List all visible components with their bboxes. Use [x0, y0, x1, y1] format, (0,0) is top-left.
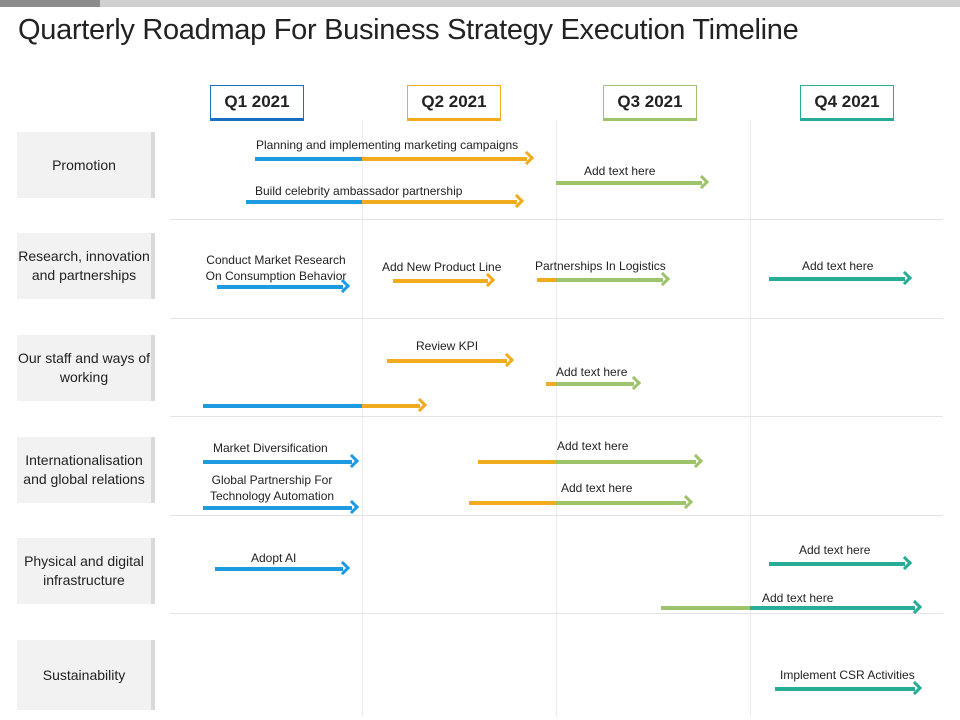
row-divider [170, 318, 943, 319]
row-label-research: Research, innovation and partnerships [17, 233, 155, 299]
arrow-head-icon [481, 272, 496, 288]
row-divider [170, 515, 943, 516]
row-label-internationalisation: Internationalisation and global relation… [17, 437, 155, 503]
task-bar [556, 174, 709, 190]
task-label: Adopt AI [251, 551, 297, 565]
row-label-infrastructure: Physical and digital infrastructure [17, 538, 155, 604]
arrow-head-icon [345, 499, 360, 515]
arrow-head-icon [898, 270, 913, 286]
task-label: Planning and implementing marketing camp… [256, 138, 519, 152]
task-bar [387, 352, 515, 368]
task-label: Add New Product Line [382, 260, 502, 274]
row-label-staff: Our staff and ways of working [17, 335, 155, 401]
task-label: Global Partnership For Technology Automa… [209, 473, 335, 503]
task-label: Add text here [557, 439, 629, 453]
bar-segment [202, 404, 362, 408]
task-bar [393, 272, 496, 288]
row-divider [170, 416, 943, 417]
bar-segment [775, 687, 915, 691]
bar-segment [393, 279, 489, 283]
arrow-head-icon [500, 352, 515, 368]
task-bar [202, 453, 360, 469]
task-bar [255, 150, 534, 166]
bar-segment [361, 157, 527, 161]
task-bar [216, 278, 350, 294]
row-label-sustainability: Sustainability [17, 640, 155, 710]
bar-segment [468, 501, 556, 505]
arrow-head-icon [907, 599, 922, 615]
task-label: Add text here [802, 259, 874, 273]
arrow-head-icon [626, 375, 641, 391]
task-bar [769, 555, 913, 571]
grid-line-q3-q4 [750, 120, 751, 716]
task-bar [214, 560, 350, 576]
bar-segment [660, 606, 750, 610]
task-label: Add text here [584, 164, 656, 178]
bar-segment [555, 278, 663, 282]
arrow-head-icon [907, 680, 922, 696]
arrow-head-icon [335, 560, 350, 576]
task-bar [202, 397, 428, 413]
task-bar [546, 375, 641, 391]
task-bar [775, 680, 922, 696]
task-label: Implement CSR Activities [780, 668, 915, 682]
grid-line-q1-q2 [362, 120, 363, 716]
bar-segment [555, 460, 696, 464]
bar-segment [769, 562, 906, 566]
task-bar [245, 193, 525, 209]
quarter-header-q4: Q4 2021 [800, 85, 894, 119]
arrow-head-icon [345, 453, 360, 469]
bar-segment [255, 157, 362, 161]
task-bar [202, 499, 360, 515]
quarter-header-q2: Q2 2021 [407, 85, 501, 119]
bar-segment [555, 382, 634, 386]
task-label: Build celebrity ambassador partnership [255, 184, 463, 198]
task-bar [536, 271, 670, 287]
row-divider [170, 613, 943, 614]
bar-segment [749, 606, 915, 610]
task-bar [769, 270, 913, 286]
bar-segment [216, 285, 343, 289]
task-label: Market Diversification [213, 441, 328, 455]
bar-segment [361, 404, 421, 408]
task-label: Review KPI [416, 339, 479, 353]
task-label: Partnerships In Logistics [535, 259, 666, 273]
bar-segment [202, 460, 353, 464]
bar-segment [361, 200, 518, 204]
arrow-head-icon [519, 150, 534, 166]
bar-segment [214, 567, 343, 571]
task-label: Conduct Market Research On Consumption B… [205, 253, 347, 283]
bar-segment [478, 460, 556, 464]
task-bar [478, 453, 703, 469]
header-accent-bar [0, 0, 960, 7]
task-bar [468, 494, 694, 510]
page-title: Quarterly Roadmap For Business Strategy … [18, 14, 799, 46]
bar-segment [769, 277, 906, 281]
bar-segment [546, 382, 556, 386]
arrow-head-icon [898, 555, 913, 571]
arrow-head-icon [413, 397, 428, 413]
row-label-promotion: Promotion [17, 132, 155, 198]
bar-segment [202, 506, 353, 510]
arrow-head-icon [678, 494, 694, 510]
task-bar [660, 599, 922, 615]
bar-segment [556, 181, 702, 185]
bar-segment [555, 501, 686, 505]
arrow-head-icon [694, 174, 709, 190]
task-label: Add text here [762, 591, 834, 605]
bar-segment [387, 359, 508, 363]
task-label: Add text here [556, 365, 628, 379]
task-label: Add text here [799, 543, 871, 557]
arrow-head-icon [510, 193, 525, 209]
task-label: Add text here [561, 481, 633, 495]
arrow-head-icon [655, 271, 670, 287]
bar-segment [536, 278, 556, 282]
grid-line-q2-q3 [556, 120, 557, 716]
quarter-header-q3: Q3 2021 [603, 85, 697, 119]
arrow-head-icon [688, 453, 703, 469]
quarter-header-q1: Q1 2021 [210, 85, 304, 119]
row-divider [170, 219, 943, 220]
bar-segment [245, 200, 362, 204]
